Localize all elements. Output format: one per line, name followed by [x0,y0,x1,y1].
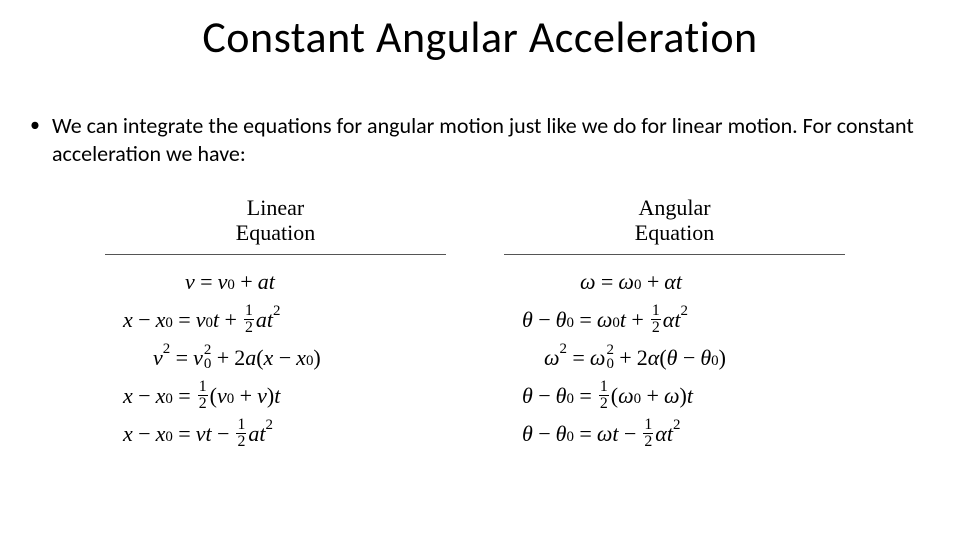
linear-header-line2: Equation [236,220,315,245]
linear-eq-1: v=v0+at [123,265,446,299]
angular-eq-2: θ−θ0=ω0t+12αt2 [522,303,845,337]
angular-eq-1: ω=ω0+αt [522,265,845,299]
linear-equations: v=v0+at x−x0=v0t+12at2 v2=v20+2a(x−x0) x… [105,265,446,451]
slide: Constant Angular Acceleration • We can i… [0,0,960,540]
linear-rule [105,254,446,255]
bullet-dot-icon: • [30,112,52,167]
angular-eq-4: θ−θ0=12(ω0+ω)t [522,379,845,413]
angular-header-line2: Equation [635,220,714,245]
angular-eq-5: θ−θ0=ωt−12αt2 [522,417,845,451]
angular-equations: ω=ω0+αt θ−θ0=ω0t+12αt2 ω2=ω20+2α(θ−θ0) θ… [504,265,845,451]
linear-header-line1: Linear [247,195,304,220]
bullet-row: • We can integrate the equations for ang… [30,112,930,167]
linear-eq-5: x−x0=vt−12at2 [123,417,446,451]
equations-area: Linear Equation v=v0+at x−x0=v0t+12at2 v… [105,195,845,451]
linear-eq-3: v2=v20+2a(x−x0) [123,341,446,375]
linear-header: Linear Equation [105,195,446,252]
linear-eq-2: x−x0=v0t+12at2 [123,303,446,337]
angular-column: Angular Equation ω=ω0+αt θ−θ0=ω0t+12αt2 … [504,195,845,451]
linear-column: Linear Equation v=v0+at x−x0=v0t+12at2 v… [105,195,446,451]
angular-header: Angular Equation [504,195,845,252]
linear-eq-4: x−x0=12(v0+v)t [123,379,446,413]
angular-rule [504,254,845,255]
bullet-text: We can integrate the equations for angul… [52,112,930,167]
slide-title: Constant Angular Acceleration [0,10,960,64]
angular-header-line1: Angular [638,195,710,220]
angular-eq-3: ω2=ω20+2α(θ−θ0) [522,341,845,375]
